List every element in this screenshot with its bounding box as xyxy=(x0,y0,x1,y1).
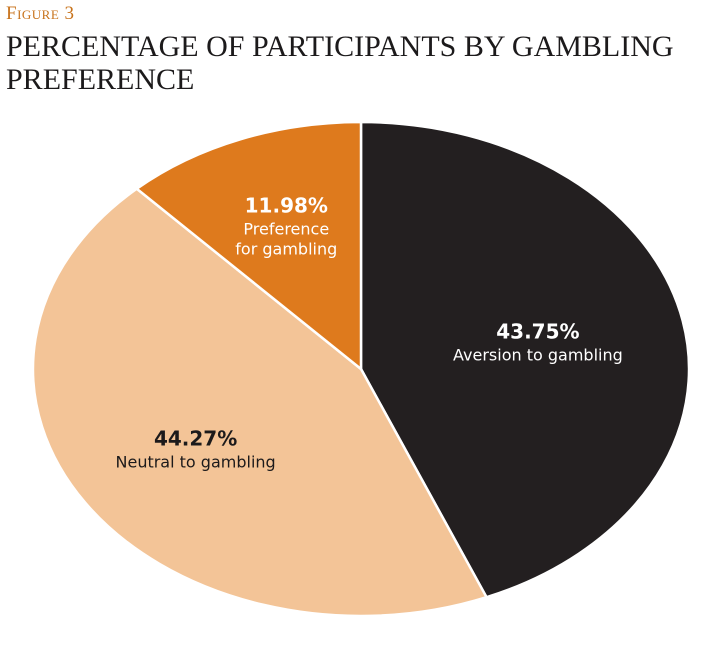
slice-category-label: Preference xyxy=(243,220,329,239)
pie-slice-preference-for-gambling xyxy=(135,120,363,371)
pie-slice-aversion-to-gambling xyxy=(359,120,691,599)
pie-slice-neutral-to-gambling xyxy=(31,187,488,618)
slice-value-label: 44.27% xyxy=(154,426,237,450)
pie-labels: 43.75% Aversion to gambling 44.27% Neutral … xyxy=(116,194,623,472)
pie-slices xyxy=(31,120,691,618)
figure-label: Figure 3 xyxy=(6,3,75,24)
slice-category-label: Neutral to gambling xyxy=(116,452,276,471)
chart-title: PERCENTAGE OF PARTICIPANTS BY GAMBLING P… xyxy=(6,30,674,96)
slice-value-label: 11.98% xyxy=(245,194,328,218)
slice-category-label: for gambling xyxy=(235,240,337,259)
slice-value-label: 43.75% xyxy=(496,320,579,344)
slice-category-label: Aversion to gambling xyxy=(453,346,623,365)
